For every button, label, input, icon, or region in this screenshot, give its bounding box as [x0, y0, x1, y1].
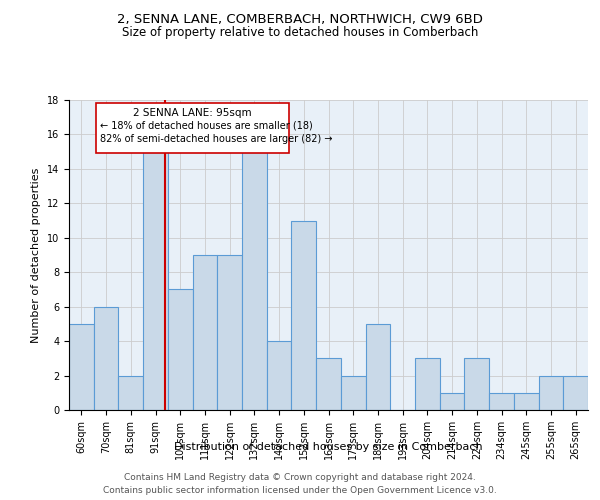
- Bar: [94, 306, 118, 410]
- Text: 2, SENNA LANE, COMBERBACH, NORTHWICH, CW9 6BD: 2, SENNA LANE, COMBERBACH, NORTHWICH, CW…: [117, 12, 483, 26]
- Bar: [563, 376, 588, 410]
- Bar: [193, 255, 217, 410]
- Bar: [292, 220, 316, 410]
- Bar: [143, 152, 168, 410]
- Bar: [168, 290, 193, 410]
- Text: 2 SENNA LANE: 95sqm: 2 SENNA LANE: 95sqm: [133, 108, 252, 118]
- Bar: [464, 358, 489, 410]
- Text: Size of property relative to detached houses in Comberbach: Size of property relative to detached ho…: [122, 26, 478, 39]
- Bar: [514, 393, 539, 410]
- Text: Distribution of detached houses by size in Comberbach: Distribution of detached houses by size …: [175, 442, 483, 452]
- Bar: [489, 393, 514, 410]
- Bar: [539, 376, 563, 410]
- Bar: [316, 358, 341, 410]
- Bar: [267, 341, 292, 410]
- FancyBboxPatch shape: [96, 102, 289, 154]
- Text: ← 18% of detached houses are smaller (18): ← 18% of detached houses are smaller (18…: [100, 120, 313, 130]
- Y-axis label: Number of detached properties: Number of detached properties: [31, 168, 41, 342]
- Bar: [440, 393, 464, 410]
- Text: Contains HM Land Registry data © Crown copyright and database right 2024.
Contai: Contains HM Land Registry data © Crown c…: [103, 474, 497, 495]
- Bar: [118, 376, 143, 410]
- Bar: [69, 324, 94, 410]
- Bar: [242, 152, 267, 410]
- Text: 82% of semi-detached houses are larger (82) →: 82% of semi-detached houses are larger (…: [100, 134, 332, 144]
- Bar: [217, 255, 242, 410]
- Bar: [341, 376, 365, 410]
- Bar: [415, 358, 440, 410]
- Bar: [365, 324, 390, 410]
